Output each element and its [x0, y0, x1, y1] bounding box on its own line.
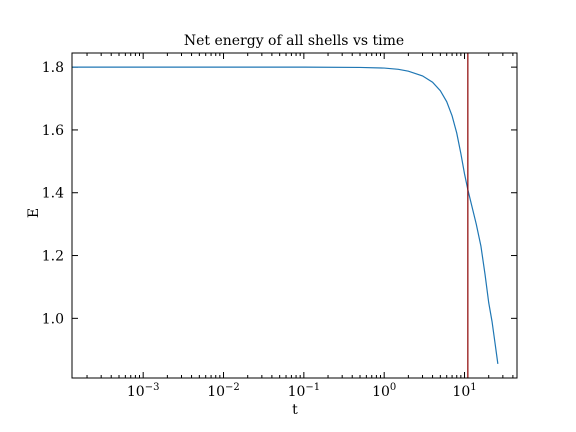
x-tick-label: 101	[452, 382, 476, 400]
y-tick-label: 1.0	[42, 311, 64, 327]
y-tick-label: 1.4	[42, 186, 64, 202]
x-tick-label: 10−2	[207, 382, 240, 400]
plot-frame	[71, 52, 518, 379]
x-tick-label: 10−3	[127, 382, 160, 400]
axis-ticks	[72, 53, 517, 378]
tick-labels: 10−3 10−2 10−1 100 101 1.0 1.2 1.4 1.6 1.8	[42, 60, 477, 400]
x-tick-label: 10−1	[288, 382, 321, 400]
y-tick-label: 1.8	[42, 60, 64, 76]
y-tick-label: 1.2	[42, 249, 64, 265]
y-tick-label: 1.6	[42, 123, 64, 139]
plot-area	[72, 53, 499, 378]
chart-title: Net energy of all shells vs time	[184, 33, 404, 49]
series-line-0	[72, 66, 499, 364]
x-axis-label: t	[292, 402, 298, 418]
x-tick-label: 100	[372, 382, 396, 400]
y-axis-label: E	[26, 208, 42, 218]
